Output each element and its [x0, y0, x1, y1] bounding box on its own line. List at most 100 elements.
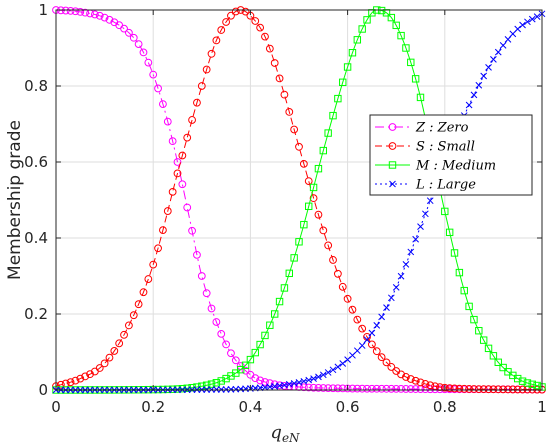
data-point-marker: [397, 272, 405, 280]
data-point-marker: [528, 15, 536, 23]
data-point-marker: [124, 321, 133, 330]
data-point-marker: [71, 376, 80, 385]
data-point-marker: [426, 197, 434, 205]
data-point-marker: [251, 348, 259, 357]
data-point-marker: [149, 70, 158, 79]
y-tick-label: 1: [38, 1, 48, 19]
data-point-marker: [314, 164, 323, 173]
data-point-marker: [159, 226, 167, 235]
data-point-marker: [324, 369, 332, 376]
data-point-marker: [499, 363, 507, 372]
data-point-marker: [66, 378, 75, 387]
data-point-marker: [256, 376, 265, 385]
data-point-marker: [207, 304, 216, 313]
data-point-marker: [314, 383, 323, 392]
data-point-marker: [431, 385, 439, 394]
data-point-marker: [417, 223, 424, 230]
data-point-marker: [202, 289, 211, 298]
data-point-marker: [407, 248, 415, 256]
data-point-marker: [207, 380, 216, 388]
data-point-marker: [353, 384, 362, 393]
data-point-marker: [363, 336, 371, 344]
data-point-marker: [514, 25, 522, 33]
data-point-marker: [402, 385, 410, 393]
data-point-marker: [202, 65, 211, 74]
data-point-marker: [382, 358, 391, 367]
data-point-marker: [436, 383, 444, 392]
data-point-marker: [110, 347, 119, 355]
data-point-marker: [397, 385, 405, 393]
y-tick-label: 0: [38, 381, 48, 399]
data-point-marker: [222, 340, 231, 349]
legend-items: Z : Zero S : Small M : Medium L : Large: [375, 121, 496, 193]
data-point-marker: [533, 13, 541, 20]
data-point-marker: [275, 74, 284, 83]
data-point-marker: [518, 377, 527, 385]
data-point-marker: [372, 347, 381, 356]
data-point-marker: [387, 363, 396, 371]
data-point-marker: [508, 385, 517, 394]
x-tick-label: 1: [537, 398, 547, 416]
x-axis-title-sub: eN: [282, 431, 300, 445]
data-point-marker: [455, 384, 464, 393]
data-point-marker: [387, 13, 396, 22]
data-point-marker: [514, 374, 522, 383]
data-point-marker: [168, 187, 177, 196]
data-point-marker: [416, 378, 425, 387]
data-point-marker: [100, 359, 109, 368]
x-axis-title: qeN: [270, 422, 300, 445]
data-point-marker: [484, 385, 493, 394]
y-tick-label: 0.8: [24, 77, 48, 95]
data-point-marker: [168, 137, 177, 146]
data-point-marker: [81, 372, 90, 381]
data-point-marker: [382, 384, 391, 393]
y-tick-label: 0.6: [24, 153, 48, 171]
data-point-marker: [412, 235, 419, 243]
data-point-marker: [353, 315, 362, 324]
data-point-marker: [246, 355, 255, 364]
data-point-marker: [402, 44, 410, 52]
data-point-marker: [343, 294, 352, 303]
data-point-marker: [124, 28, 133, 37]
data-point-marker: [489, 385, 498, 394]
data-point-marker: [329, 256, 337, 264]
data-point-marker: [241, 7, 250, 16]
data-point-marker: [295, 238, 303, 246]
data-point-marker: [460, 286, 468, 295]
legend-label: S : Small: [416, 140, 475, 155]
data-point-marker: [139, 48, 148, 57]
data-point-marker: [280, 284, 289, 292]
x-tick-label: 0: [51, 398, 61, 416]
data-point-marker: [480, 72, 488, 80]
data-point-marker: [455, 268, 464, 277]
data-point-marker: [490, 56, 497, 63]
data-point-marker: [406, 385, 415, 393]
x-tick-label: 0.8: [433, 398, 457, 416]
data-point-marker: [217, 329, 226, 338]
data-point-marker: [411, 376, 420, 385]
data-point-marker: [368, 329, 376, 337]
data-point-marker: [81, 8, 90, 17]
data-point-marker: [499, 42, 507, 49]
data-point-marker: [76, 374, 85, 383]
data-point-marker: [222, 374, 230, 383]
data-point-marker: [304, 177, 313, 186]
data-point-marker: [295, 142, 303, 151]
legend-label: Z : Zero: [415, 121, 469, 136]
x-axis-title-main: q: [270, 422, 282, 443]
data-point-marker: [115, 339, 124, 348]
data-point-marker: [188, 226, 196, 235]
data-point-marker: [489, 352, 498, 360]
data-point-marker: [66, 6, 75, 15]
data-point-marker: [372, 384, 381, 393]
legend-item: Z : Zero: [375, 121, 469, 136]
data-point-marker: [168, 385, 177, 393]
data-point-marker: [387, 294, 395, 302]
data-point-marker: [513, 385, 522, 394]
data-point-marker: [377, 353, 386, 362]
data-point-marker: [251, 17, 260, 25]
x-tick-label: 0.6: [336, 398, 360, 416]
data-point-marker: [392, 21, 400, 30]
legend-item: M : Medium: [375, 159, 496, 174]
data-point-marker: [343, 63, 352, 71]
